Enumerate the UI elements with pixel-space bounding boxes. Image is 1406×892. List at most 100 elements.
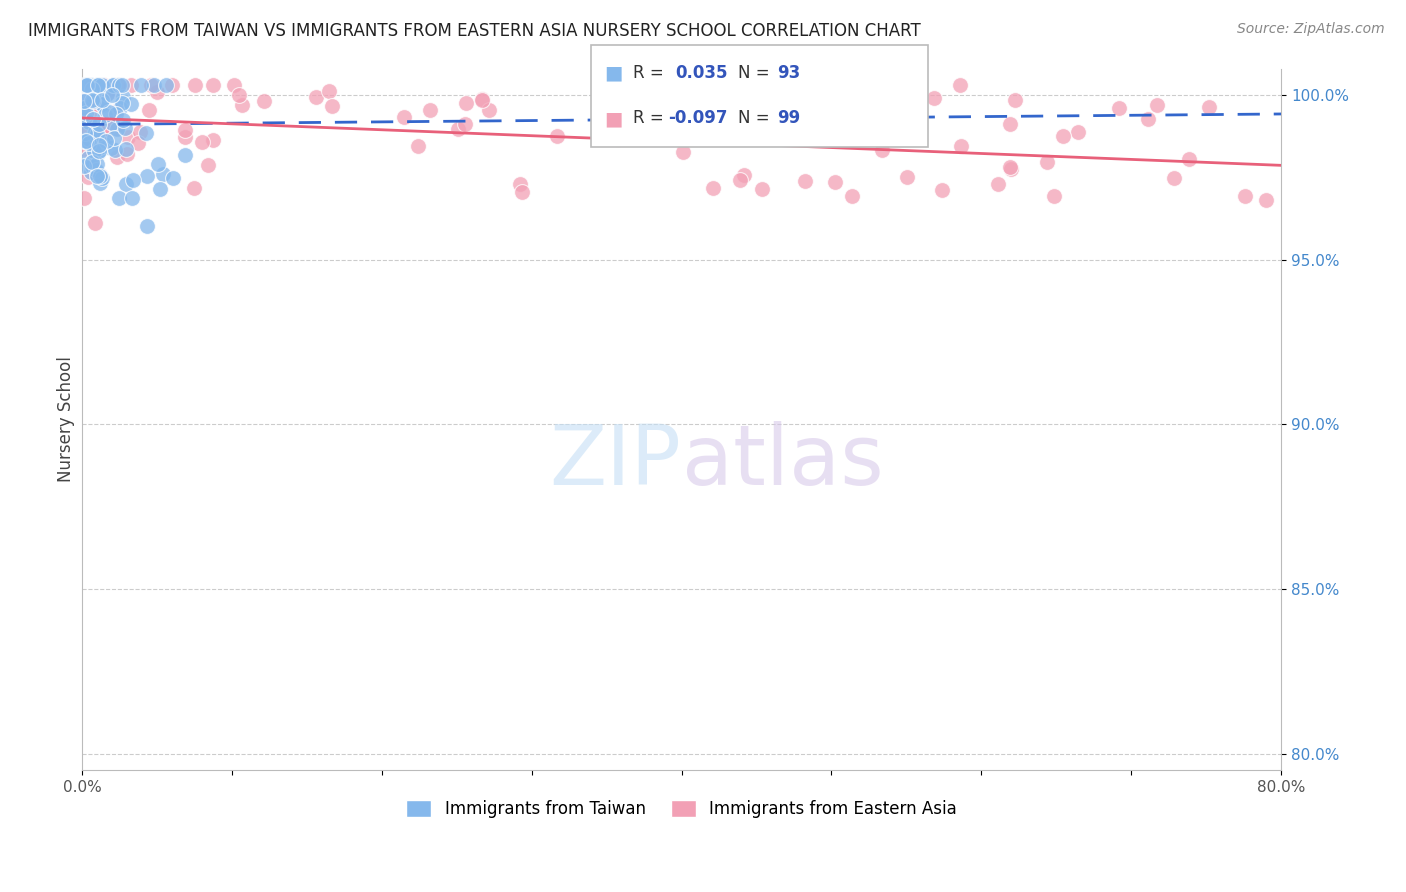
Point: [671, 85, 693, 99]
Point: [86, 162, 108, 177]
Point: [80, 99, 103, 113]
Point: [173, 123, 195, 137]
Point: [87, 117, 110, 131]
Point: [87, 78, 110, 92]
Point: [73, 93, 96, 107]
Point: [80, 154, 103, 169]
Point: [94, 128, 117, 142]
Point: [83, 144, 105, 158]
Point: [107, 191, 129, 205]
Point: [155, 78, 177, 92]
Point: [79, 78, 101, 92]
Point: [79, 78, 101, 92]
Point: [998, 117, 1021, 131]
Text: R =: R =: [633, 110, 669, 128]
Point: [419, 103, 441, 118]
Point: [72, 94, 94, 108]
Point: [80, 165, 103, 179]
Point: [1136, 112, 1159, 126]
Point: [90, 141, 112, 155]
Point: [184, 78, 207, 92]
Point: [87, 80, 110, 95]
Point: [80, 78, 103, 92]
Point: [89, 139, 111, 153]
Point: [231, 98, 253, 112]
Point: [870, 143, 893, 157]
Point: [96, 87, 118, 102]
Point: [107, 78, 129, 92]
Text: ■: ■: [605, 109, 623, 128]
Point: [98, 86, 121, 100]
Point: [72, 91, 94, 105]
Point: [101, 78, 124, 92]
Point: [117, 129, 139, 144]
Point: [84, 83, 107, 97]
Point: [1146, 98, 1168, 112]
Legend: Immigrants from Taiwan, Immigrants from Eastern Asia: Immigrants from Taiwan, Immigrants from …: [399, 793, 963, 825]
Point: [127, 136, 149, 150]
Point: [592, 95, 614, 109]
Point: [77, 115, 100, 129]
Point: [201, 133, 224, 147]
Text: IMMIGRANTS FROM TAIWAN VS IMMIGRANTS FROM EASTERN ASIA NURSERY SCHOOL CORRELATIO: IMMIGRANTS FROM TAIWAN VS IMMIGRANTS FRO…: [28, 22, 921, 40]
Point: [202, 78, 225, 92]
Point: [103, 131, 125, 145]
Text: 93: 93: [778, 64, 801, 82]
Point: [105, 107, 128, 121]
Point: [1108, 101, 1130, 115]
Point: [73, 134, 96, 148]
Point: [1067, 125, 1090, 139]
Point: [471, 93, 494, 107]
Point: [84, 216, 107, 230]
Point: [76, 78, 98, 92]
Point: [183, 181, 205, 195]
Point: [1036, 155, 1059, 169]
Point: [77, 170, 100, 185]
Point: [86, 128, 108, 142]
Point: [77, 132, 100, 146]
Point: [89, 98, 111, 112]
Point: [93, 137, 115, 152]
Point: [73, 112, 96, 126]
Point: [107, 78, 129, 92]
Point: [138, 103, 160, 118]
Point: [87, 146, 110, 161]
Point: [949, 78, 972, 92]
Point: [91, 171, 114, 186]
Text: R =: R =: [633, 64, 669, 82]
Point: [80, 82, 103, 96]
Point: [478, 103, 501, 117]
Point: [104, 144, 127, 158]
Point: [80, 93, 103, 107]
Text: N =: N =: [738, 110, 775, 128]
Point: [1177, 152, 1199, 166]
Point: [931, 183, 953, 197]
Point: [86, 78, 108, 92]
Point: [146, 157, 169, 171]
Point: [98, 104, 121, 119]
Point: [122, 172, 145, 186]
Point: [83, 85, 105, 99]
Point: [100, 141, 122, 155]
Point: [94, 108, 117, 122]
Point: [98, 119, 121, 133]
Point: [72, 101, 94, 115]
Point: [120, 78, 142, 92]
Text: N =: N =: [738, 64, 775, 82]
Point: [111, 112, 134, 127]
Point: [73, 142, 96, 156]
Point: [162, 78, 184, 92]
Point: [135, 126, 157, 140]
Point: [143, 78, 166, 92]
Point: [73, 126, 96, 140]
Point: [89, 168, 111, 182]
Point: [77, 151, 100, 165]
Point: [321, 99, 343, 113]
Point: [79, 136, 101, 151]
Point: [105, 122, 128, 136]
Point: [89, 176, 111, 190]
Point: [1254, 193, 1277, 207]
Point: [89, 169, 111, 183]
Point: [139, 78, 162, 92]
Point: [105, 150, 128, 164]
